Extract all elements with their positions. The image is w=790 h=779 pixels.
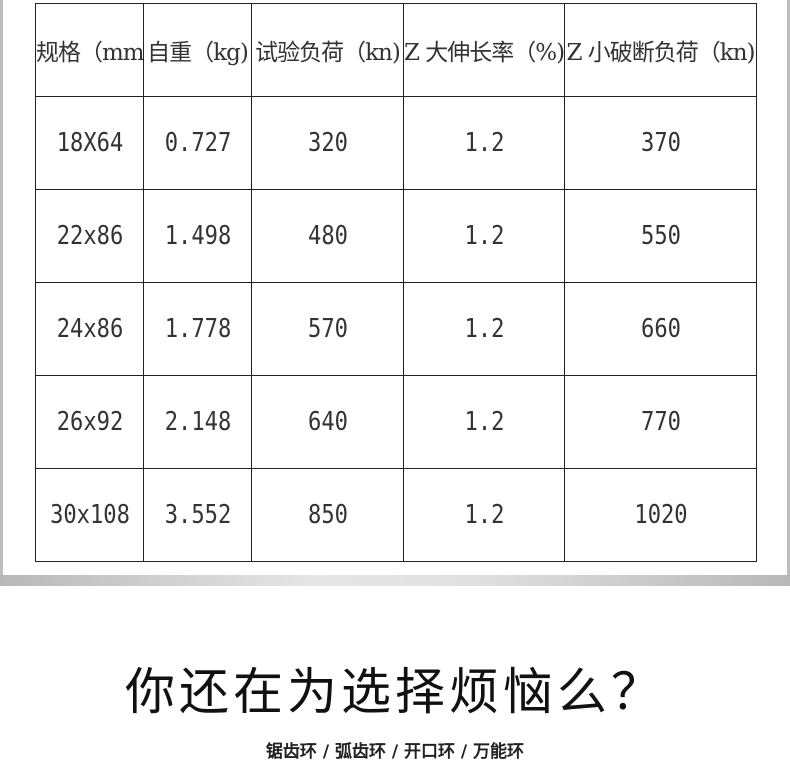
table-cell: 2.148 bbox=[151, 375, 244, 469]
table-cell: 3.552 bbox=[151, 468, 244, 562]
table-cell: 1.2 bbox=[415, 468, 553, 562]
table-cell: 1.2 bbox=[415, 282, 553, 376]
table-cell: 26x92 bbox=[43, 375, 136, 469]
table-cell: 30x108 bbox=[43, 468, 136, 562]
table-cell: 1.2 bbox=[415, 189, 553, 283]
divider-band bbox=[0, 575, 790, 586]
table-row: 22x86 1.498 480 1.2 550 bbox=[36, 189, 757, 283]
table-cell: 640 bbox=[262, 375, 393, 469]
table-cell: 24x86 bbox=[43, 282, 136, 376]
table-cell: 850 bbox=[262, 468, 393, 562]
table-cell: 660 bbox=[578, 282, 743, 376]
table-cell: 570 bbox=[262, 282, 393, 376]
column-header: 规格（mm) bbox=[35, 3, 144, 97]
table-cell: 18X64 bbox=[43, 96, 136, 190]
headline: 你还在为选择烦恼么？ bbox=[125, 663, 665, 721]
column-header: 自重（kg) bbox=[143, 3, 252, 97]
table-row: 24x86 1.778 570 1.2 660 bbox=[36, 282, 757, 376]
table-row: 30x108 3.552 850 1.2 1020 bbox=[36, 468, 757, 562]
table-row: 26x92 2.148 640 1.2 770 bbox=[36, 375, 757, 469]
column-header: Z 小破断负荷（kn) bbox=[564, 3, 757, 97]
table-cell: 1.2 bbox=[415, 96, 553, 190]
table-cell: 480 bbox=[262, 189, 393, 283]
table-cell: 0.727 bbox=[151, 96, 244, 190]
column-header: Z 大伸长率（%) bbox=[403, 3, 565, 97]
table-cell: 1.498 bbox=[151, 189, 244, 283]
product-types: 锯齿环 / 弧齿环 / 开口环 / 万能环 bbox=[265, 742, 525, 762]
table-cell: 1.2 bbox=[415, 375, 553, 469]
spec-table: 规格（mm) 自重（kg) 试验负荷（kn) Z 大伸长率（%) Z 小破断负荷（kn)… bbox=[35, 3, 757, 562]
table-row: 18X64 0.727 320 1.2 370 bbox=[36, 96, 757, 190]
table-cell: 370 bbox=[578, 96, 743, 190]
table-cell: 320 bbox=[262, 96, 393, 190]
table-header-row: 规格（mm) 自重（kg) 试验负荷（kn) Z 大伸长率（%) Z 小破断负荷（kn) bbox=[35, 3, 757, 97]
table-cell: 550 bbox=[578, 189, 743, 283]
column-header: 试验负荷（kn) bbox=[251, 3, 404, 97]
table-cell: 22x86 bbox=[43, 189, 136, 283]
table-cell: 1.778 bbox=[151, 282, 244, 376]
table-cell: 770 bbox=[578, 375, 743, 469]
table-cell: 1020 bbox=[578, 468, 743, 562]
spec-panel: 规格（mm) 自重（kg) 试验负荷（kn) Z 大伸长率（%) Z 小破断负荷（kn)… bbox=[0, 0, 790, 575]
